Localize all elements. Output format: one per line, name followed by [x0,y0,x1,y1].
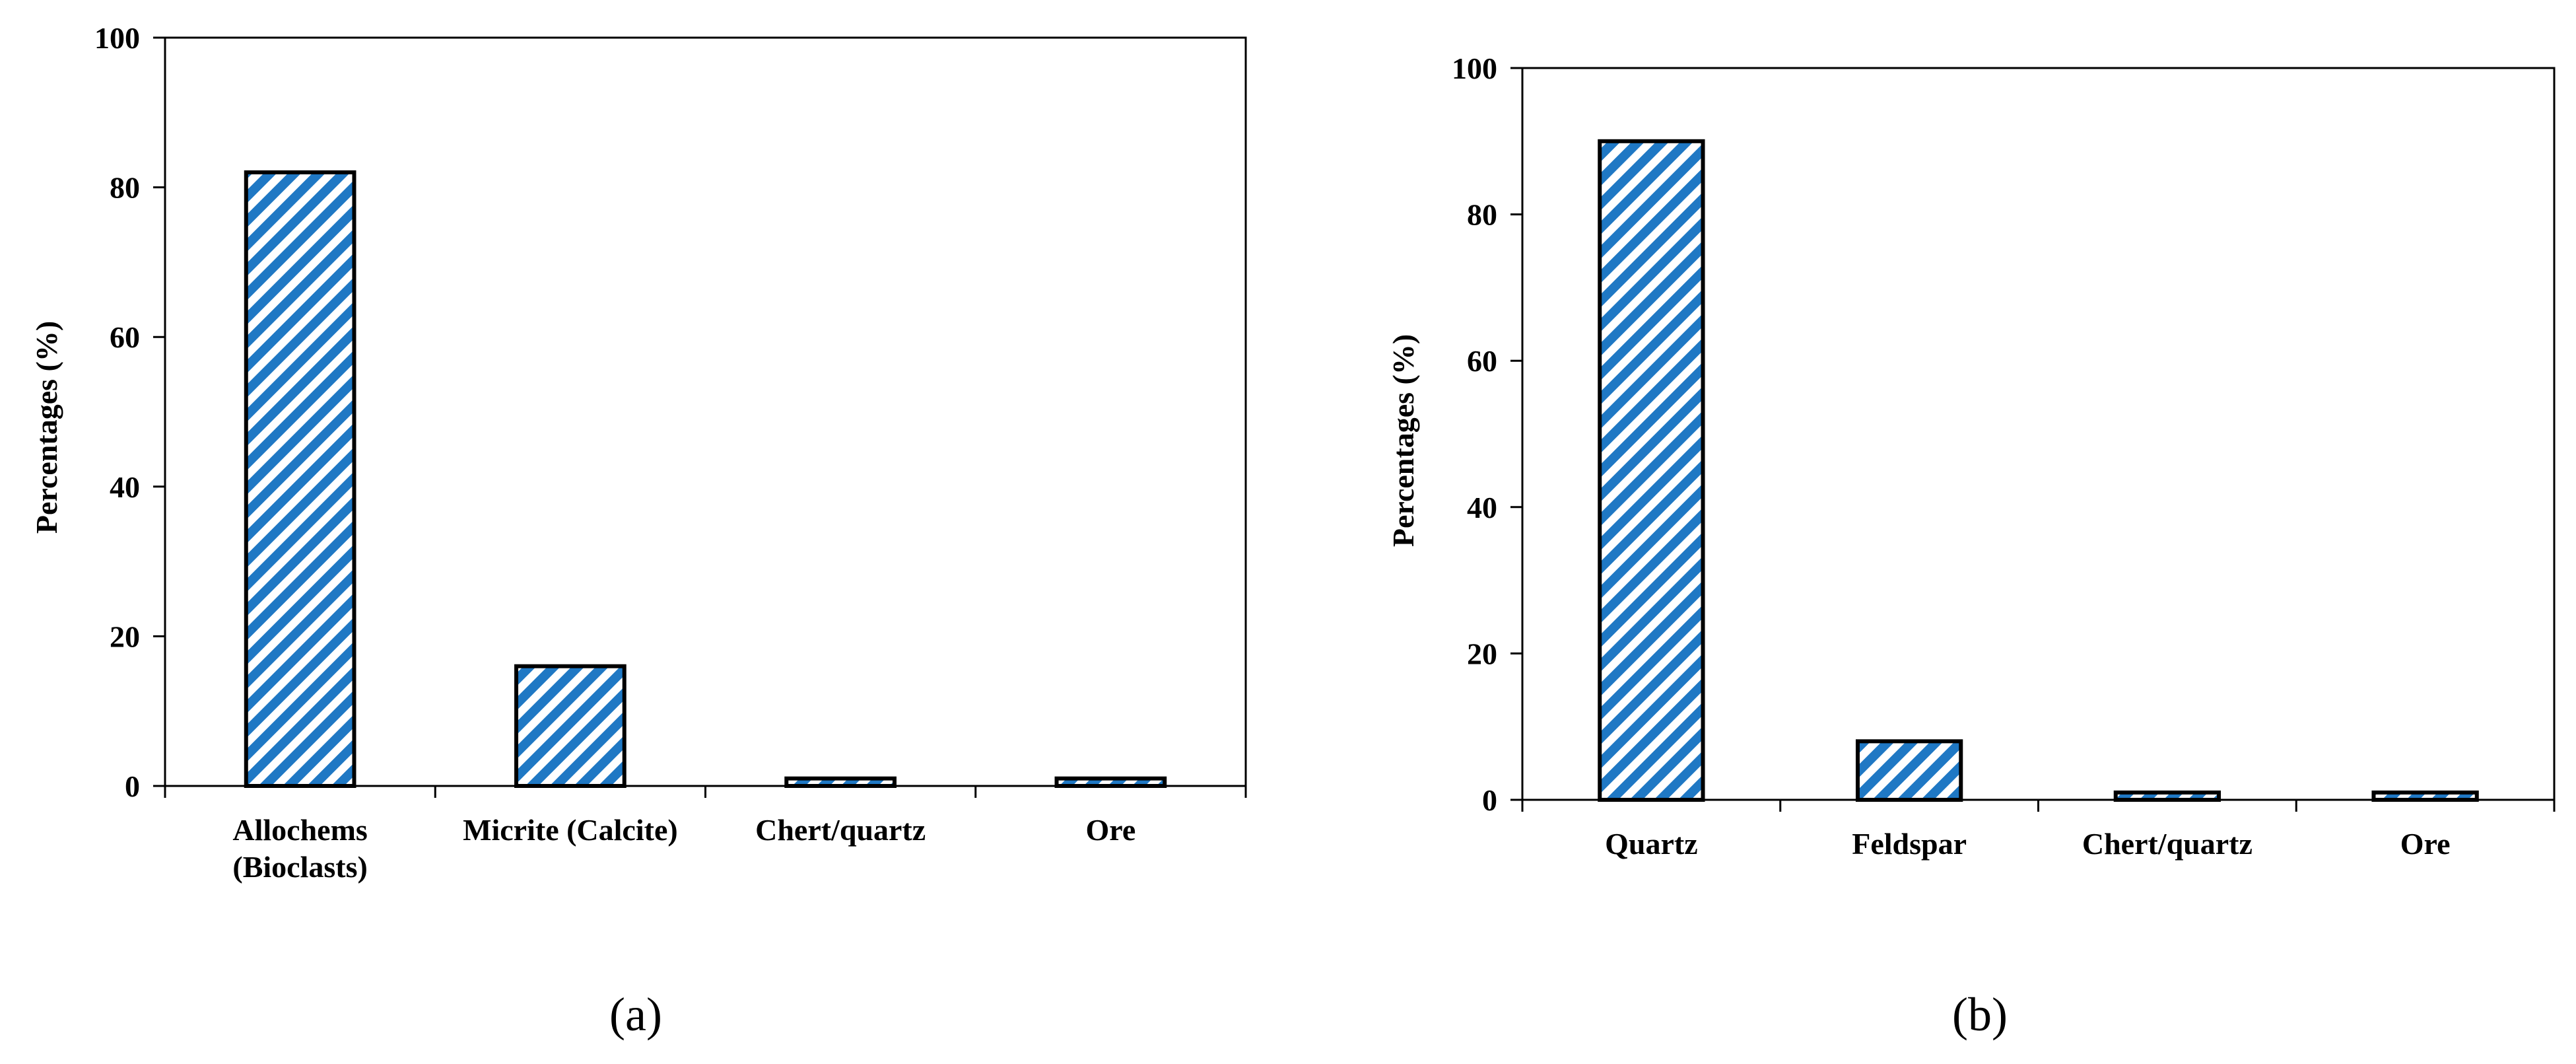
x-tick-label: Ore [1085,813,1135,847]
bar: Allochems (Bioclasts): 82 [244,170,356,788]
chart-a: Percentages (%) (a) 0 20 40 60 80 100 Allochem… [30,21,1247,1041]
x-tick-label: Chert/quartz [755,813,926,847]
y-tick-label: 0 [125,769,140,803]
x-tick-label: Allochems (Bioclasts) [232,813,367,884]
bar: Feldspar: 8 [1855,739,1963,802]
y-tick-label: 0 [1482,783,1497,817]
y-tick-label: 100 [1452,52,1497,85]
y-tick-label: 20 [1467,637,1497,670]
x-tick-label: Quartz [1605,827,1698,861]
bar: Chert/quartz: 1 [784,776,897,789]
panel-label: (b) [1952,988,2008,1041]
y-tick-label: 40 [110,470,140,504]
y-tick-label: 20 [110,620,140,653]
x-tick-label: Chert/quartz [2082,827,2253,861]
panel-label: (a) [609,988,662,1041]
bar: Chert/quartz: 1 [2113,790,2221,802]
y-axis-title: Percentages (%) [1386,334,1420,547]
y-tick-label: 60 [1467,344,1497,378]
bar: Quartz: 90 [1598,139,1705,802]
bar: Micrite (Calcite): 16 [514,664,627,788]
bar: Ore: 1 [1054,776,1167,789]
y-axis-title: Percentages (%) [30,321,63,534]
y-tick-label: 80 [1467,198,1497,232]
chart-b: Percentages (%) (b) 0 20 40 60 80 100 Quartz: … [1386,52,2556,1041]
y-tick-label: 40 [1467,491,1497,524]
y-tick-label: 60 [110,320,140,354]
y-tick-label: 100 [94,21,140,55]
x-tick-label: Micrite (Calcite) [463,813,678,847]
y-tick-label: 80 [110,171,140,205]
bar: Ore: 1 [2371,790,2479,802]
x-tick-label: Feldspar [1852,827,1967,861]
x-tick-label: Ore [2400,827,2451,861]
